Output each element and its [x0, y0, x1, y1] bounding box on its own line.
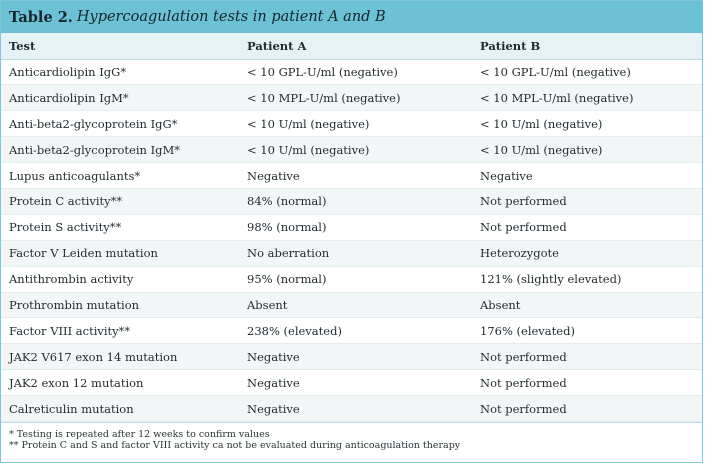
- cell-patient-a: Negative: [239, 395, 472, 422]
- cell-test: Anticardiolipin IgM*: [1, 84, 239, 112]
- cell-patient-a: < 10 GPL-U/ml (negative): [239, 59, 472, 86]
- cell-patient-a: Negative: [239, 162, 472, 189]
- cell-test: Calreticulin mutation: [1, 395, 239, 422]
- cell-test: JAK2 exon 12 mutation: [1, 369, 239, 397]
- cell-test: Protein S activity**: [1, 214, 239, 241]
- caption-title: Hypercoagulation tests in patient A and …: [76, 9, 386, 25]
- cell-patient-b: < 10 U/ml (negative): [472, 136, 702, 164]
- cell-patient-a: 238% (elevated): [239, 317, 472, 345]
- cell-patient-a: < 10 U/ml (negative): [239, 136, 472, 164]
- table-caption: Table 2. Hypercoagulation tests in patie…: [1, 1, 702, 33]
- cell-patient-a: < 10 U/ml (negative): [239, 110, 472, 138]
- cell-patient-a: Negative: [239, 369, 472, 397]
- table-row: Antithrombin activity 95% (normal) 121% (s…: [1, 266, 702, 293]
- cell-patient-b: 121% (slightly elevated): [472, 266, 702, 293]
- cell-test: Anti-beta2-glycoprotein IgM*: [1, 136, 239, 164]
- cell-test: Factor VIII activity**: [1, 317, 239, 345]
- table-row: JAK2 exon 12 mutation Negative Not perform…: [1, 369, 702, 397]
- table-row: Protein C activity** 84% (normal) Not perf…: [1, 188, 702, 215]
- table-body: Anticardiolipin IgG* < 10 GPL-U/ml (negat…: [1, 59, 702, 422]
- cell-patient-a: < 10 MPL-U/ml (negative): [239, 84, 472, 112]
- cell-test: Prothrombin mutation: [1, 292, 239, 319]
- table-row: Prothrombin mutation Absent Absent: [1, 292, 702, 319]
- cell-patient-a: 98% (normal): [239, 214, 472, 241]
- caption-label: Table 2.: [9, 8, 73, 26]
- cell-patient-b: Not performed: [472, 369, 702, 397]
- cell-test: Protein C activity**: [1, 188, 239, 215]
- cell-test: Anticardiolipin IgG*: [1, 59, 239, 86]
- cell-patient-b: Heterozygote: [472, 240, 702, 267]
- cell-patient-a: Negative: [239, 343, 472, 371]
- table-header-row: Test Patient A Patient B: [1, 33, 702, 60]
- cell-patient-b: 176% (elevated): [472, 317, 702, 345]
- cell-patient-b: Not performed: [472, 214, 702, 241]
- table-row: Anti-beta2-glycoprotein IgM* < 10 U/ml (n…: [1, 136, 702, 164]
- header-patient-a: Patient A: [239, 33, 472, 60]
- cell-test: JAK2 V617 exon 14 mutation: [1, 343, 239, 371]
- footnote: * Testing is repeated after 12 weeks to …: [9, 428, 270, 440]
- cell-patient-a: No aberration: [239, 240, 472, 267]
- data-table: Test Patient A Patient B Anticardiolipin…: [1, 33, 702, 422]
- table-row: Lupus anticoagulants* Negative Negative: [1, 162, 702, 189]
- header-test: Test: [1, 33, 239, 60]
- table-row: Protein S activity** 98% (normal) Not perf…: [1, 214, 702, 241]
- table-row: Factor V Leiden mutation No aberration Het…: [1, 240, 702, 267]
- cell-patient-b: < 10 U/ml (negative): [472, 110, 702, 138]
- cell-patient-a: 84% (normal): [239, 188, 472, 215]
- cell-patient-b: Not performed: [472, 343, 702, 371]
- table-row: Factor VIII activity** 238% (elevated) 176…: [1, 317, 702, 345]
- cell-patient-a: Absent: [239, 292, 472, 319]
- cell-patient-b: < 10 GPL-U/ml (negative): [472, 59, 702, 86]
- cell-test: Lupus anticoagulants*: [1, 162, 239, 189]
- cell-patient-b: Not performed: [472, 395, 702, 422]
- table-row: Anti-beta2-glycoprotein IgG* < 10 U/ml (n…: [1, 110, 702, 138]
- cell-patient-b: < 10 MPL-U/ml (negative): [472, 84, 702, 112]
- table-row: Anticardiolipin IgM* < 10 MPL-U/ml (negat…: [1, 84, 702, 112]
- table-row: Anticardiolipin IgG* < 10 GPL-U/ml (negat…: [1, 59, 702, 86]
- header-patient-b: Patient B: [472, 33, 702, 60]
- table-row: JAK2 V617 exon 14 mutation Negative Not pe…: [1, 343, 702, 371]
- cell-test: Factor V Leiden mutation: [1, 240, 239, 267]
- cell-patient-b: Negative: [472, 162, 702, 189]
- cell-patient-a: 95% (normal): [239, 266, 472, 293]
- cell-test: Anti-beta2-glycoprotein IgG*: [1, 110, 239, 138]
- cell-patient-b: Absent: [472, 292, 702, 319]
- footnote: ** Protein C and S and factor VIII activ…: [9, 439, 461, 451]
- cell-patient-b: Not performed: [472, 188, 702, 215]
- footnotes: * Testing is repeated after 12 weeks to …: [1, 421, 702, 451]
- table-row: Calreticulin mutation Negative Not perform…: [1, 395, 702, 422]
- cell-test: Antithrombin activity: [1, 266, 239, 293]
